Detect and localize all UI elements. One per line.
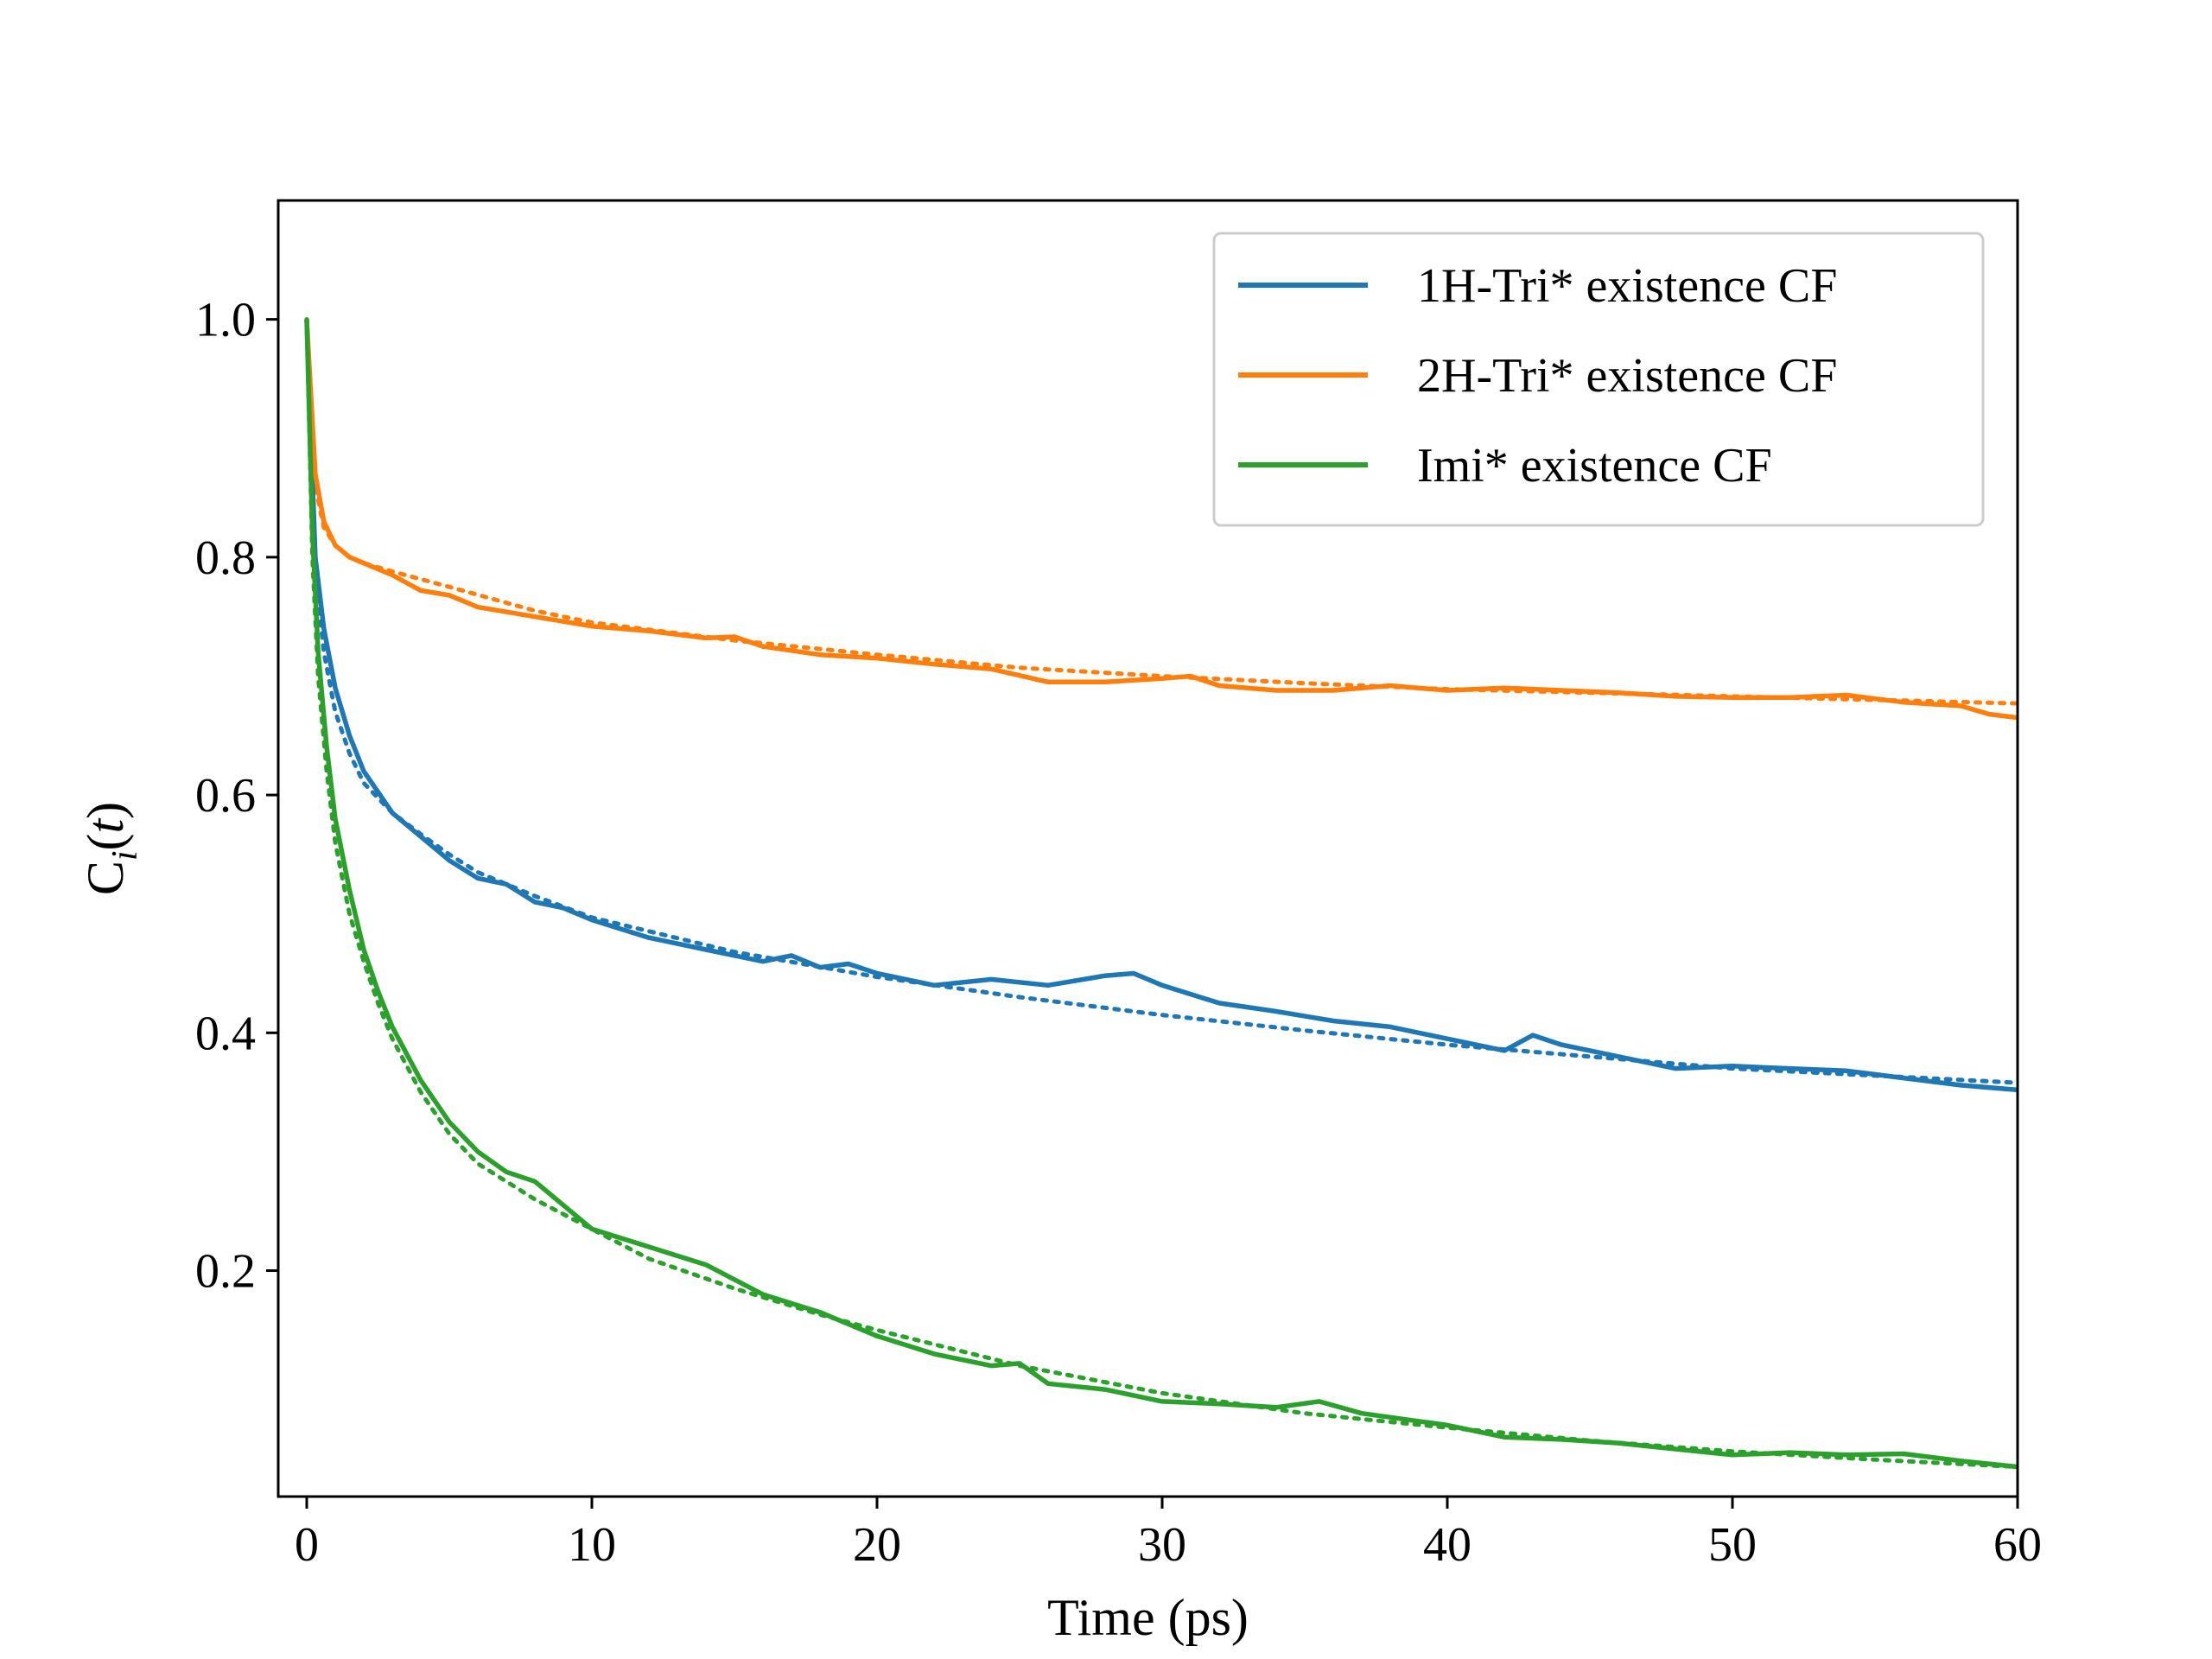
legend-label: 2H-Tri* existence CF (1417, 349, 1837, 403)
x-tick-label: 50 (1708, 1518, 1757, 1572)
plot-lines (304, 317, 2020, 1470)
plot-frame (276, 199, 2019, 1498)
x-tick-label: 20 (853, 1518, 901, 1572)
series-line-2h-tri-existence-cf (304, 319, 2018, 721)
x-axis-label: Time (ps) (1047, 1589, 1249, 1646)
y-tick-label: 0.2 (195, 1245, 256, 1299)
y-tick-label: 0.8 (195, 531, 256, 585)
y-tick-label: 0.4 (195, 1007, 256, 1060)
x-axis: 0 10 20 30 40 50 60 (295, 1497, 2042, 1572)
x-tick-label: 40 (1423, 1518, 1471, 1572)
legend-label: 1H-Tri* existence CF (1417, 259, 1837, 313)
series-line-imi-fit (304, 317, 2020, 1470)
series-line-1h-tri-fit (304, 317, 2020, 1085)
y-axis-label: Ci(t) (77, 802, 145, 895)
series-line-imi-existence-cf (304, 319, 2018, 1470)
legend-box (1212, 232, 1985, 527)
x-tick-label: 0 (295, 1518, 319, 1572)
x-tick-label: 30 (1138, 1518, 1186, 1572)
series-line-1h-tri-existence-cf (304, 319, 2018, 1093)
y-tick-label: 0.6 (195, 769, 256, 823)
x-tick-label: 10 (568, 1518, 616, 1572)
legend: 1H-Tri* existence CF 2H-Tri* existence CF… (1212, 232, 1985, 527)
x-tick-label: 60 (1993, 1518, 2042, 1572)
y-tick-label: 1.0 (195, 294, 256, 347)
legend-label: Imi* existence CF (1417, 439, 1772, 493)
y-axis: 0.2 0.4 0.6 0.8 1.0 (195, 294, 278, 1299)
